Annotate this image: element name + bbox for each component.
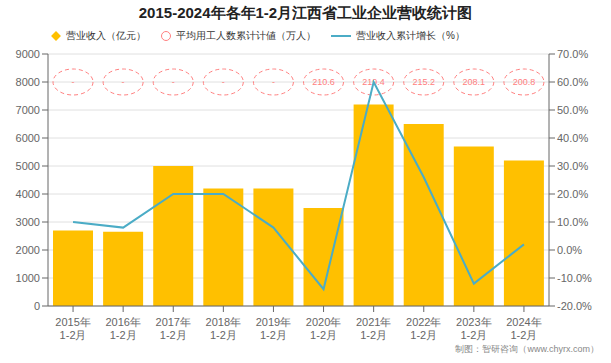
svg-text:2019年: 2019年 — [256, 316, 291, 328]
svg-text:-: - — [122, 77, 125, 87]
svg-text:70.0%: 70.0% — [557, 48, 588, 60]
svg-text:-: - — [172, 77, 175, 87]
svg-text:1-2月: 1-2月 — [510, 329, 537, 341]
svg-text:10.0%: 10.0% — [557, 216, 588, 228]
html-text:制图：智研咨询（www.chyrx.com）: 制图：智研咨询（www.chyrx.com） — [455, 344, 599, 354]
svg-text:1-2月: 1-2月 — [410, 329, 437, 341]
svg-text:8000: 8000 — [16, 76, 40, 88]
html-text:营业收入累计增长（%）: 营业收入累计增长（%） — [356, 30, 465, 41]
svg-text:5000: 5000 — [16, 160, 40, 172]
svg-text:2022年: 2022年 — [406, 316, 441, 328]
svg-text:9000: 9000 — [16, 48, 40, 60]
svg-text:6000: 6000 — [16, 132, 40, 144]
svg-text:-10.0%: -10.0% — [557, 272, 592, 284]
svg-text:60.0%: 60.0% — [557, 76, 588, 88]
svg-text:2018年: 2018年 — [206, 316, 241, 328]
html-text:平均用工人数累计计値（万人）: 平均用工人数累计计値（万人） — [176, 30, 316, 41]
svg-text:2024年: 2024年 — [506, 316, 541, 328]
svg-text:1-2月: 1-2月 — [210, 329, 237, 341]
svg-text:1000: 1000 — [16, 272, 40, 284]
svg-text:30.0%: 30.0% — [557, 160, 588, 172]
svg-text:7000: 7000 — [16, 104, 40, 116]
svg-text:4000: 4000 — [16, 188, 40, 200]
svg-text:-: - — [72, 77, 75, 87]
svg-text:2016年: 2016年 — [105, 316, 140, 328]
svg-text:50.0%: 50.0% — [557, 104, 588, 116]
svg-text:1-2月: 1-2月 — [460, 329, 487, 341]
svg-text:1-2月: 1-2月 — [110, 329, 137, 341]
svg-text:40.0%: 40.0% — [557, 132, 588, 144]
svg-text:1-2月: 1-2月 — [310, 329, 337, 341]
svg-text:215.2: 215.2 — [412, 77, 435, 87]
svg-text:2015年: 2015年 — [55, 316, 90, 328]
svg-text:2023年: 2023年 — [456, 316, 491, 328]
svg-text:3000: 3000 — [16, 216, 40, 228]
svg-text:1-2月: 1-2月 — [160, 329, 187, 341]
svg-text:1-2月: 1-2月 — [260, 329, 287, 341]
svg-text:-: - — [222, 77, 225, 87]
svg-text:2021年: 2021年 — [356, 316, 391, 328]
svg-text:210.6: 210.6 — [312, 77, 335, 87]
html-text:营业收入（亿元）: 营业收入（亿元） — [66, 30, 146, 41]
svg-text:0.0%: 0.0% — [557, 244, 582, 256]
svg-text:219.4: 219.4 — [362, 77, 385, 87]
svg-text:208.1: 208.1 — [463, 77, 486, 87]
svg-text:-: - — [272, 77, 275, 87]
html-text:2015-2024年各年1-2月江西省工业企业营收统计图: 2015-2024年各年1-2月江西省工业企业营收统计图 — [138, 4, 473, 21]
svg-text:2020年: 2020年 — [306, 316, 341, 328]
svg-text:-20.0%: -20.0% — [557, 300, 592, 312]
svg-text:1-2月: 1-2月 — [60, 329, 87, 341]
svg-text:2000: 2000 — [16, 244, 40, 256]
svg-text:0: 0 — [34, 300, 40, 312]
svg-text:2017年: 2017年 — [156, 316, 191, 328]
svg-text:200.8: 200.8 — [513, 77, 536, 87]
svg-text:1-2月: 1-2月 — [360, 329, 387, 341]
svg-text:20.0%: 20.0% — [557, 188, 588, 200]
